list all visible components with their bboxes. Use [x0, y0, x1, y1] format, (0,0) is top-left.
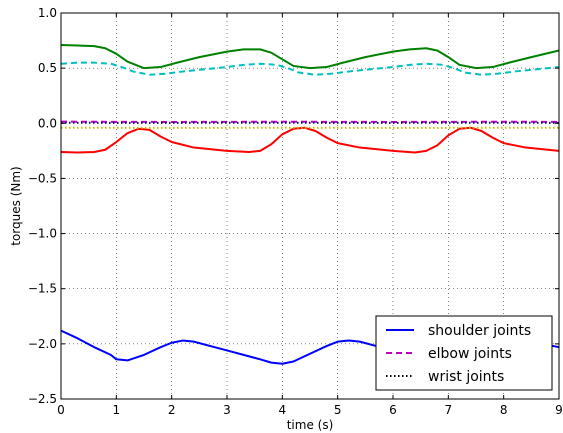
y-tick-label: −0.5	[28, 171, 57, 185]
x-tick-label: 0	[57, 403, 65, 417]
y-axis-label: torques (Nm)	[9, 166, 23, 245]
y-tick-label: −2.5	[28, 392, 57, 406]
y-tick-label: 0.0	[38, 116, 57, 130]
y-tick-label: 0.5	[38, 61, 57, 75]
x-tick-label: 4	[279, 403, 287, 417]
y-tick-label: 1.0	[38, 6, 57, 20]
x-tick-label: 6	[389, 403, 397, 417]
y-tick-label: −1.0	[28, 227, 57, 241]
legend-label: elbow joints	[428, 346, 512, 362]
legend-box	[375, 315, 553, 391]
x-tick-label: 5	[334, 403, 342, 417]
y-tick-label: −1.5	[28, 282, 57, 296]
series-line-1	[60, 43, 560, 70]
series-line-3	[60, 126, 560, 154]
x-tick-label: 3	[223, 403, 231, 417]
x-tick-label: 7	[445, 403, 453, 417]
plot-frame	[60, 12, 560, 400]
series-line-2	[60, 61, 560, 76]
legend: shoulder joints elbow joints wrist joints	[375, 315, 553, 391]
x-tick-label: 2	[168, 403, 176, 417]
legend-label: wrist joints	[428, 369, 504, 385]
x-tick-label: 8	[500, 403, 508, 417]
ticks: 0 1 2 3 4 5 6 7 8 9 −2.5 −2.0 −1.5 −1.0 −0.5 0.0 0.5 1.0	[28, 6, 563, 417]
x-axis-label: time (s)	[287, 418, 334, 432]
x-tick-label: 9	[555, 403, 563, 417]
x-tick-label: 1	[113, 403, 121, 417]
legend-label: shoulder joints	[428, 323, 531, 339]
y-tick-label: −2.0	[28, 337, 57, 351]
